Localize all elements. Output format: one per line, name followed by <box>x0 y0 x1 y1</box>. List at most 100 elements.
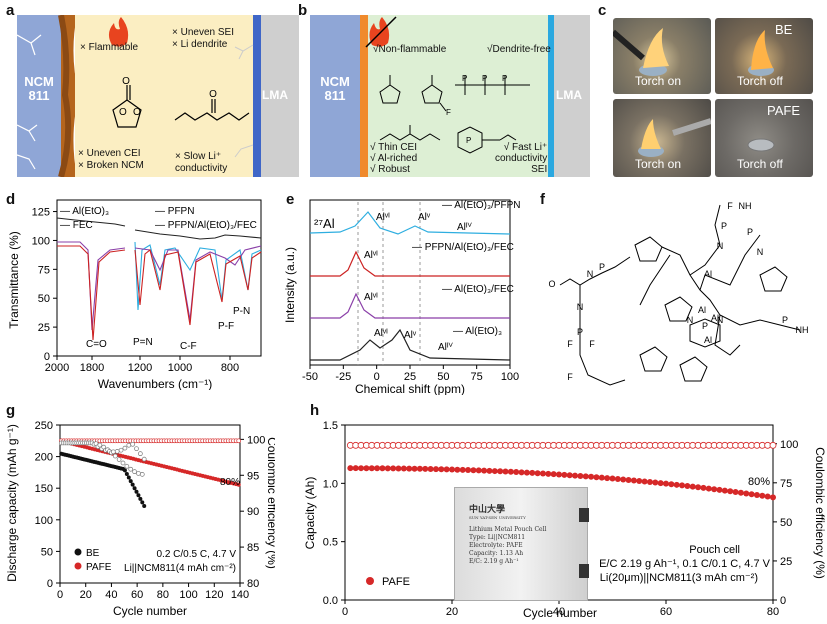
h-capacity-point <box>727 488 734 495</box>
h-capacity-point <box>652 479 659 486</box>
g-ylabel: Discharge capacity (mAh g⁻¹) <box>5 424 19 582</box>
h-capacity-point <box>438 466 445 473</box>
pouch-tab-1 <box>579 508 589 522</box>
g-y2tick-label: 85 <box>247 542 259 554</box>
h-y2tick-label: 0 <box>780 595 786 607</box>
d-ann-co: C=O <box>86 339 107 350</box>
h-capacity-point <box>673 481 680 488</box>
g-be-ce-point <box>124 463 130 469</box>
g-frame <box>59 424 241 584</box>
h-capacity-point <box>588 473 595 480</box>
pouch-univ: SUN YAT-SEN UNIVERSITY <box>469 515 526 520</box>
h-capacity-point <box>400 465 407 472</box>
h-y2tick-label: 50 <box>780 517 792 529</box>
g-be-point <box>126 475 131 480</box>
b-nonflammable: √Non-flammable <box>373 44 447 55</box>
h-capacity-point <box>449 466 455 473</box>
h-capacity-point <box>432 466 439 473</box>
d-trace-aleto3 <box>56 217 262 240</box>
svg-text:O: O <box>122 76 130 87</box>
e-nucleus: ²⁷Al <box>314 216 335 231</box>
h-capacity-point <box>748 491 755 498</box>
h-cond-2: E/C 2.19 g Ah⁻¹, 0.1 C/0.1 C, 4.7 V <box>599 558 771 570</box>
b-cei-points: √ Thin CEI √ Al-riched √ Robust <box>370 142 417 175</box>
h-capacity-point <box>598 474 605 481</box>
a-issue-2-text: Li dendrite <box>180 39 228 50</box>
d-ytick-label: 75 <box>38 264 50 276</box>
h-capacity-point <box>502 468 509 475</box>
panel-c-label: c <box>598 2 607 19</box>
d-ann-cf: C-F <box>180 341 197 352</box>
g-be-ce-point <box>116 457 122 462</box>
e-peak-2: Alᵛᴵ <box>364 250 378 261</box>
g-ytick-label: 150 <box>35 483 53 495</box>
h-capacity-point <box>614 475 621 482</box>
g-be-point <box>134 489 139 494</box>
g-y2tick-label: 100 <box>247 434 265 446</box>
h-capacity-point <box>406 465 413 472</box>
d-ann-pf: P-F <box>218 321 234 332</box>
g-be-point <box>124 471 129 476</box>
g-ytick-label: 200 <box>35 452 53 464</box>
g-cond-1: 0.2 C/0.5 C, 4.7 V <box>157 549 237 560</box>
g-be-ce-point <box>97 442 103 448</box>
chart-h-pouch: 0 20 40 60 80 0.0 0.5 1.0 1.5 0 25 50 75 100 PAFE Pou… <box>303 420 827 620</box>
svg-text:Al: Al <box>704 269 712 279</box>
svg-text:F: F <box>567 372 573 382</box>
svg-text:N: N <box>717 315 724 325</box>
svg-text:F: F <box>727 201 733 211</box>
h-capacity-point <box>737 489 744 496</box>
e-xtick-label: 25 <box>404 371 416 383</box>
d-legend-pfpn: — PFPN <box>155 206 194 217</box>
chart-e-nmr: -50 -25 0 25 50 75 100 ²⁷Al — Al(EtO)₃/PFPN — … <box>283 199 521 395</box>
h-capacity-point <box>507 468 514 475</box>
h-capacity-point <box>705 485 712 492</box>
g-legend-be: BE <box>86 548 100 559</box>
svg-text:P: P <box>702 321 708 331</box>
d-xtick-label: 1200 <box>128 362 152 374</box>
a-issues-bottom: × Uneven CEI × Broken NCM <box>78 148 144 172</box>
e-peak-1c: Alᴵⱽ <box>457 222 473 233</box>
h-capacity-point <box>566 472 573 479</box>
h-capacity-point <box>636 477 643 484</box>
h-capacity-point <box>657 480 664 487</box>
svg-text:F: F <box>446 108 451 117</box>
g-be-point <box>142 503 147 508</box>
a-ncm-label: NCM 811 <box>24 74 54 103</box>
h-ytick-label: 0.0 <box>323 595 338 607</box>
h-y2label: Coulombic efficiency (%) <box>813 447 827 579</box>
d-trace-mix <box>57 245 262 341</box>
h-y2tick-label: 75 <box>780 478 792 490</box>
h-capacity-point <box>663 480 669 487</box>
g-legend-pafe: PAFE <box>86 562 112 573</box>
h-capacity-point <box>539 470 546 477</box>
b-lma-label: LMA <box>556 88 582 102</box>
h-capacity-point <box>443 466 450 473</box>
h-capacity-point <box>582 473 589 480</box>
g-be-point <box>128 479 133 484</box>
h-capacity-point <box>711 486 718 493</box>
e-xtick-label: 75 <box>471 371 483 383</box>
h-capacity-point <box>759 492 766 499</box>
e-trace-pfpn <box>309 211 511 235</box>
h-capacity-point <box>363 465 370 472</box>
g-be-point <box>122 468 127 473</box>
svg-text:P: P <box>577 327 583 337</box>
h-capacity-point <box>620 476 627 483</box>
h-capacity-point <box>384 465 391 472</box>
h-capacity-point <box>411 465 418 472</box>
h-capacity-point <box>721 487 728 494</box>
g-xtick-label: 140 <box>231 589 249 601</box>
h-capacity-point <box>358 465 365 472</box>
d-ann-pn2: P-N <box>233 306 250 317</box>
g-ytick-label: 0 <box>47 578 53 590</box>
d-legend-mix: — PFPN/Al(EtO)₃/FEC <box>155 220 257 231</box>
h-capacity-point <box>668 481 675 488</box>
d-xtick-label: 800 <box>221 362 239 374</box>
panel-b-label: b <box>298 2 308 19</box>
g-be-ce-point <box>139 472 145 477</box>
h-capacity-point <box>593 474 600 481</box>
e-xtick-label: 0 <box>374 371 380 383</box>
pouch-type: Type: Li||NCM811 <box>469 534 526 541</box>
a-issue-3-text: Uneven CEI <box>86 148 141 159</box>
